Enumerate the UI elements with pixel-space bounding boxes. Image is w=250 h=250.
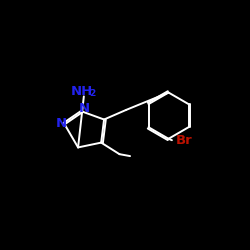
Text: 2: 2 <box>89 89 95 98</box>
Text: N: N <box>78 102 90 116</box>
Text: NH: NH <box>70 84 93 98</box>
Text: N: N <box>56 117 67 130</box>
Text: Br: Br <box>176 134 192 147</box>
